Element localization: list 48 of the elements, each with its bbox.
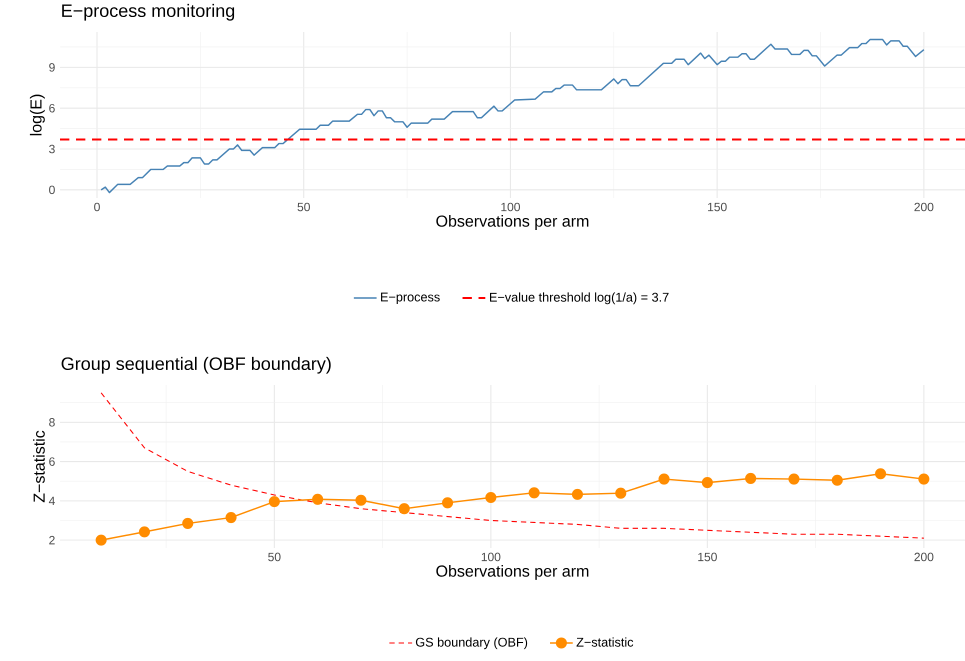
y-tick-label: 2 <box>49 536 55 544</box>
point <box>788 474 800 485</box>
y-tick-label: 9 <box>49 63 55 72</box>
x-tick-label: 200 <box>914 202 934 212</box>
point <box>96 534 107 546</box>
point <box>268 496 280 508</box>
point <box>182 518 194 529</box>
point <box>398 503 410 514</box>
point <box>745 472 756 484</box>
legend-label: E−value threshold log(1/a) = 3.7 <box>490 292 669 304</box>
point <box>658 474 670 485</box>
x-tick-label: 100 <box>482 552 500 562</box>
point <box>226 512 237 524</box>
point <box>528 487 540 498</box>
x-axis-title: Observations per arm <box>436 565 588 580</box>
point <box>572 488 583 500</box>
point <box>875 468 886 480</box>
line-series <box>100 38 925 194</box>
legend-label: Z−statistic <box>576 637 634 647</box>
x-axis-title: Observations per arm <box>436 215 588 230</box>
legend-label: GS boundary (OBF) <box>416 637 528 650</box>
point <box>702 477 713 488</box>
point <box>485 492 496 504</box>
point <box>918 474 930 485</box>
point <box>615 488 626 499</box>
y-tick-label: 4 <box>48 496 55 505</box>
point <box>832 474 843 486</box>
y-tick-label: 0 <box>49 186 55 194</box>
y-tick-label: 6 <box>49 104 55 112</box>
y-tick-label: 3 <box>49 144 55 154</box>
legend-label: E−process <box>381 292 440 304</box>
y-tick-label: 8 <box>49 418 55 427</box>
x-tick-label: 100 <box>501 202 520 212</box>
y-tick-label: 6 <box>49 457 55 466</box>
x-tick-label: 200 <box>914 552 934 562</box>
x-tick-label: 50 <box>268 552 281 562</box>
point <box>442 497 454 508</box>
point <box>355 494 366 506</box>
point <box>312 494 324 505</box>
point <box>138 526 150 538</box>
y-axis-title: Z−statistic <box>33 430 45 502</box>
x-tick-label: 150 <box>708 202 727 212</box>
x-tick-label: 150 <box>698 552 717 562</box>
chart-title: Group sequential (OBF boundary) <box>62 356 331 374</box>
x-tick-label: 50 <box>298 202 310 212</box>
chart-title: E−process monitoring <box>62 4 234 21</box>
y-axis-title: log(E) <box>30 94 45 136</box>
x-tick-label: 0 <box>94 202 100 212</box>
